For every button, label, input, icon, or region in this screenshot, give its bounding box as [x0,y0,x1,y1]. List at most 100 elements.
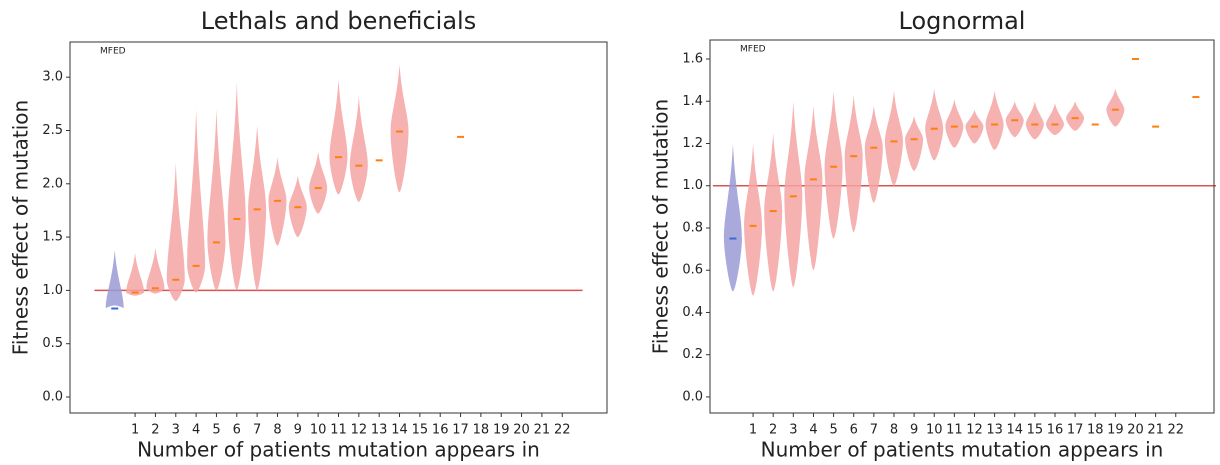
plot-frame [709,39,1215,414]
x-tick-label: 3 [789,423,797,438]
x-tick-label: 4 [192,423,200,438]
x-tick-label: 17 [1067,423,1084,438]
x-tick-label: 7 [870,423,878,438]
x-tick-label: 9 [294,423,302,438]
y-tick-label: 3.0 [42,70,63,85]
x-tick-label: 2 [769,423,777,438]
x-tick-label: 13 [986,423,1003,438]
x-tick-label: 9 [910,423,918,438]
y-tick-label: 0.6 [682,263,703,278]
violin [349,96,368,202]
x-tick-label: 7 [253,423,261,438]
x-tick-label: 1 [131,423,139,438]
x-tick-label: 22 [1167,423,1184,438]
x-tick-label: 10 [310,423,327,438]
violin [166,162,185,302]
y-tick-label: 1.4 [682,94,703,109]
x-tick-label: 6 [850,423,858,438]
violin [105,249,124,309]
y-tick-label: 2.5 [42,123,63,138]
x-tick-label: 15 [412,423,429,438]
violin [227,82,246,291]
x-tick-label: 11 [330,423,347,438]
x-tick-label: 14 [1006,423,1023,438]
violin [1045,103,1064,136]
violin [329,79,348,195]
annotation: MFED [740,45,766,55]
violin [824,90,843,239]
x-tick-label: 5 [212,423,220,438]
violin [925,88,944,161]
violin [248,125,267,291]
chart-title: Lognormal [899,7,1026,35]
violin [126,253,145,296]
x-tick-label: 13 [371,423,388,438]
x-tick-label: 21 [534,423,551,438]
violin [723,143,742,292]
violin [309,151,328,214]
x-tick-label: 19 [1107,423,1124,438]
y-tick-label: 1.6 [682,52,703,67]
y-tick-label: 0.5 [42,336,63,351]
x-tick-label: 16 [1047,423,1064,438]
x-tick-label: 15 [1027,423,1044,438]
y-tick-label: 1.0 [682,178,703,193]
x-tick-label: 18 [1087,423,1104,438]
y-tick-label: 0.8 [682,220,703,235]
violin [905,116,924,171]
x-tick-label: 6 [233,423,241,438]
chart-title: Lethals and beneficials [201,7,476,35]
x-tick-label: 3 [172,423,180,438]
y-tick-label: 1.0 [42,283,63,298]
violin [744,143,763,296]
annotation: MFED [100,47,126,57]
violin [884,90,903,186]
y-tick-label: 1.2 [682,136,703,151]
y-axis-label: Fitness effect of mutation [649,99,673,354]
violin [1005,101,1024,138]
y-tick-label: 2.0 [42,176,63,191]
x-tick-label: 12 [966,423,983,438]
violin [844,94,863,233]
x-tick-label: 16 [432,423,449,438]
violin [207,109,226,291]
violin [945,99,964,148]
x-tick-label: 8 [890,423,898,438]
x-tick-label: 20 [513,423,530,438]
y-tick-label: 0.0 [682,389,703,404]
violin [1066,101,1085,131]
violin [1025,101,1044,140]
x-tick-label: 5 [829,423,837,438]
x-tick-label: 12 [351,423,368,438]
x-tick-label: 8 [273,423,281,438]
violin [288,175,307,238]
y-tick-label: 1.5 [42,230,63,245]
y-tick-label: 0.4 [682,305,703,320]
violin [864,105,883,203]
x-tick-label: 10 [926,423,943,438]
x-tick-label: 14 [391,423,408,438]
x-tick-label: 19 [493,423,510,438]
x-axis-label: Number of patients mutation appears in [137,438,540,462]
x-tick-label: 20 [1127,423,1144,438]
violin [804,105,823,271]
x-tick-label: 21 [1147,423,1164,438]
x-tick-label: 1 [749,423,757,438]
plot-frame [69,41,608,414]
x-axis-label: Number of patients mutation appears in [761,438,1164,462]
violin [146,247,165,294]
x-tick-label: 11 [946,423,963,438]
x-tick-label: 18 [473,423,490,438]
x-tick-label: 22 [554,423,571,438]
y-tick-label: 0.2 [682,347,703,362]
violin [784,101,803,288]
violin [985,90,1004,150]
violin [390,64,409,193]
x-tick-label: 17 [452,423,469,438]
x-tick-label: 2 [151,423,159,438]
y-axis-label: Fitness effect of mutation [9,100,33,355]
x-tick-label: 4 [809,423,817,438]
y-tick-label: 0.0 [42,390,63,405]
violin [1106,88,1125,127]
